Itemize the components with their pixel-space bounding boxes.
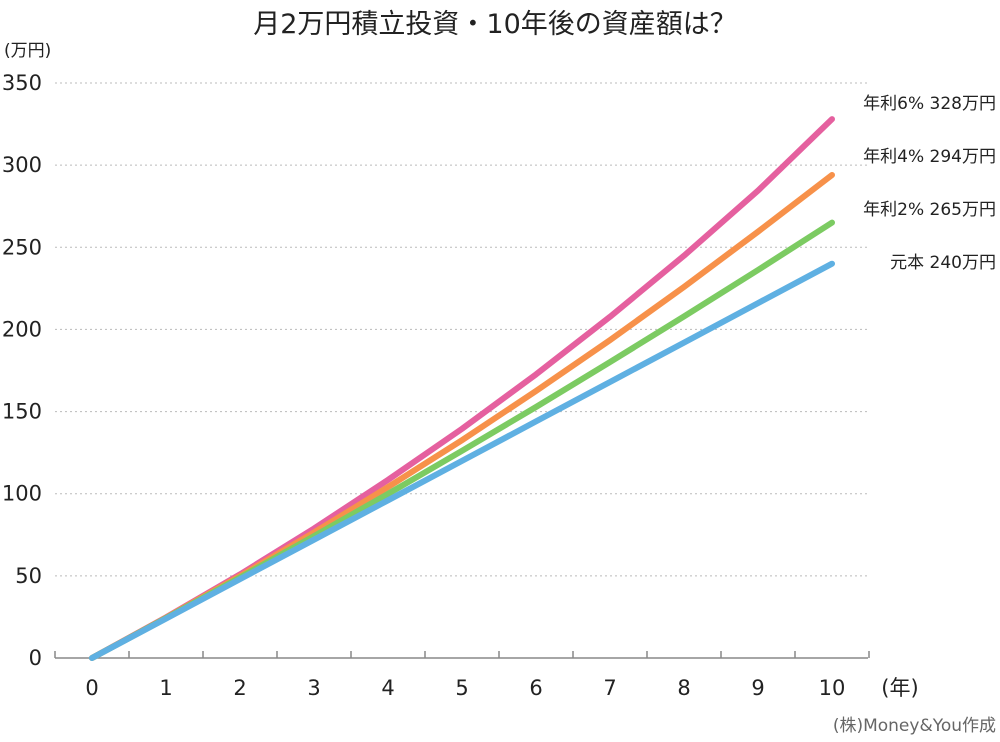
credit-text: (株)Money&You作成	[833, 716, 996, 736]
series-end-label: 年利6% 328万円	[863, 94, 996, 114]
y-tick-label: 50	[15, 564, 42, 588]
y-tick-label: 150	[2, 400, 42, 424]
x-tick-label: 6	[529, 676, 542, 700]
axes	[54, 651, 870, 659]
y-tick-label: 100	[2, 482, 42, 506]
x-tick-labels: 0 1 2 3 4 5 6 7 8 9 10	[85, 676, 845, 700]
x-tick-label: 2	[233, 676, 246, 700]
y-tick-label: 350	[2, 71, 42, 95]
gridlines	[55, 82, 868, 577]
y-tick-labels: 0 50 100 150 200 250 300 350	[2, 71, 42, 670]
x-tick-label: 1	[159, 676, 172, 700]
x-tick-label: 4	[381, 676, 394, 700]
series-end-label: 元本 240万円	[890, 253, 996, 273]
series-line	[89, 260, 835, 661]
y-tick-label: 250	[2, 235, 42, 259]
series-end-label: 年利2% 265万円	[863, 200, 996, 220]
x-tick-label: 7	[603, 676, 616, 700]
y-tick-label: 0	[29, 646, 42, 670]
x-tick-label: 10	[819, 676, 846, 700]
x-tick-label: 0	[85, 676, 98, 700]
series-line	[89, 116, 835, 661]
x-tick-label: 3	[307, 676, 320, 700]
y-tick-label: 300	[2, 153, 42, 177]
y-axis-unit-label: (万円)	[4, 41, 51, 61]
x-tick-label: 9	[751, 676, 764, 700]
series-end-label: 年利4% 294万円	[863, 147, 996, 167]
chart-title: 月2万円積立投資・10年後の資産額は？	[253, 9, 737, 40]
x-tick-label: 8	[677, 676, 690, 700]
x-tick-label: 5	[455, 676, 468, 700]
x-axis-unit-label: (年)	[881, 676, 918, 700]
series-lines	[89, 116, 835, 661]
y-tick-label: 200	[2, 317, 42, 341]
